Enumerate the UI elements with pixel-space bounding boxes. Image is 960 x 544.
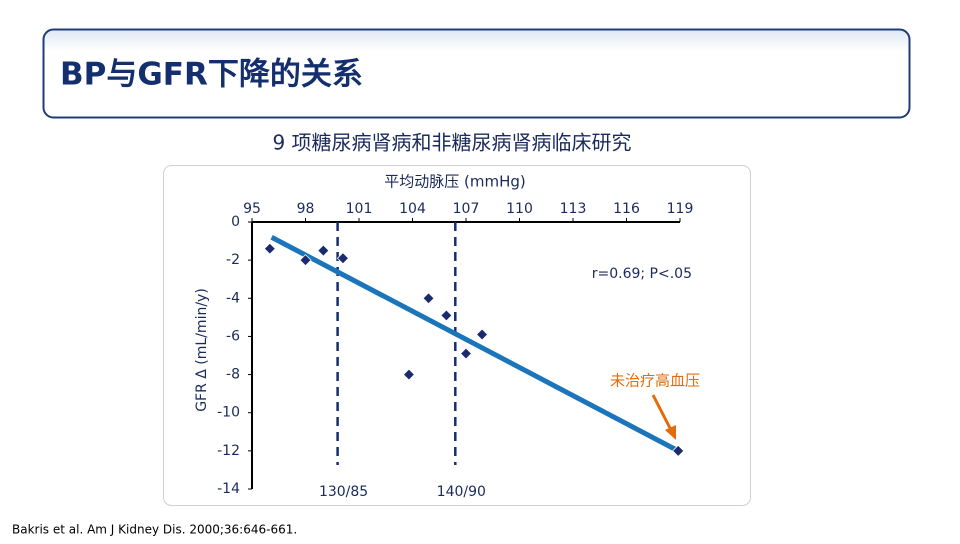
x-tick-label: 110 [506, 201, 533, 217]
title-box [42, 28, 911, 119]
y-tick-label: -2 [226, 252, 240, 268]
data-point [263, 242, 276, 255]
callout-arrow [651, 394, 673, 431]
y-tick-label: 0 [231, 214, 240, 230]
y-tick-label: -4 [226, 290, 240, 306]
y-tick-label: -6 [226, 328, 240, 344]
data-point [422, 292, 435, 305]
stats-annotation: r=0.69; P<.05 [592, 266, 692, 282]
data-point [299, 254, 312, 267]
y-tick-label: -10 [217, 405, 240, 421]
data-point [336, 252, 350, 265]
x-axis-label: 平均动脉压 (mmHg) [384, 173, 526, 191]
x-tick-label: 119 [667, 201, 694, 217]
slide-title: BP与GFR下降的关系 [60, 57, 363, 93]
x-tick-label: 98 [297, 201, 315, 217]
callout-label: 未治疗高血压 [610, 372, 700, 390]
data-point [459, 347, 473, 360]
x-tick-label: 101 [346, 201, 373, 217]
chart-title: 9 项糖尿病肾病和非糖尿病肾病临床研究 [272, 131, 631, 155]
y-axis-label: GFR Δ (mL/min/y) [194, 288, 210, 412]
y-tick-label: -14 [217, 481, 240, 497]
x-tick-label: 95 [243, 201, 261, 217]
trend-line [270, 235, 680, 454]
reference-label: 140/90 [437, 484, 486, 500]
data-point [402, 368, 415, 381]
y-tick-label: -8 [226, 367, 240, 383]
x-tick-label: 113 [560, 201, 587, 217]
x-tick-label: 116 [613, 201, 640, 217]
x-tick-label: 104 [399, 201, 426, 217]
data-point [440, 309, 453, 322]
reference-label: 130/85 [319, 484, 368, 500]
data-point [672, 444, 685, 457]
data-point [317, 244, 330, 257]
citation: Bakris et al. Am J Kidney Dis. 2000;36:6… [12, 523, 297, 537]
y-tick-label: -12 [217, 443, 240, 459]
data-point [475, 328, 489, 341]
x-tick-label: 107 [453, 201, 480, 217]
callout-arrowhead [665, 425, 676, 440]
